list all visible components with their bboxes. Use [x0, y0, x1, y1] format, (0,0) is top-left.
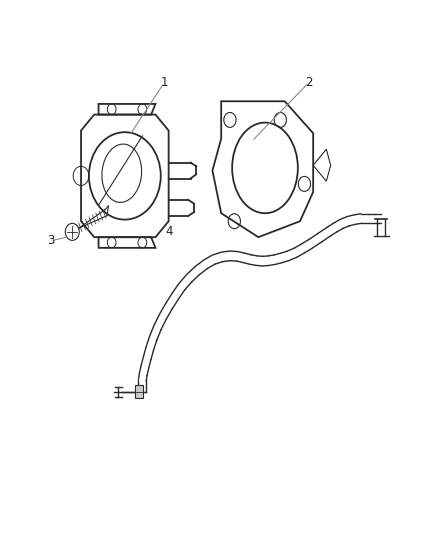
Text: 2: 2	[305, 76, 313, 89]
Text: 1: 1	[160, 76, 168, 89]
Circle shape	[65, 223, 79, 240]
Text: 3: 3	[47, 235, 54, 247]
Bar	[135, 385, 143, 399]
Text: 4: 4	[165, 225, 173, 238]
